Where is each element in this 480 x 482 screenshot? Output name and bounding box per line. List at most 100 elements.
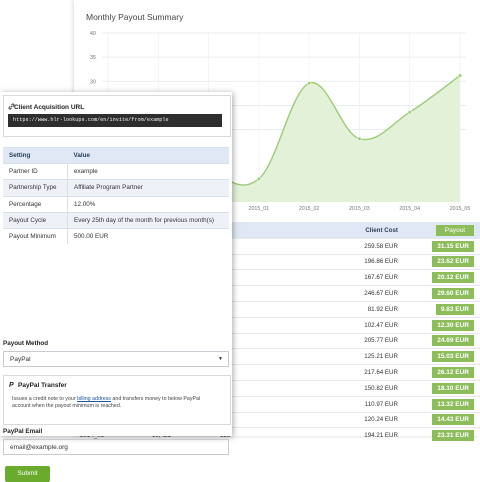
- row-client-cost: 150.82 EUR: [296, 379, 404, 397]
- row-client-cost: 167.67 EUR: [296, 269, 404, 286]
- row-client-cost: 205.77 EUR: [296, 332, 404, 349]
- payout-badge: 26.12 EUR: [432, 367, 474, 379]
- row-payout: 24.69 EUR: [404, 332, 480, 349]
- x-tick-label: 2015_01: [249, 206, 270, 212]
- setting-value: Every 25th day of the month for previous…: [67, 211, 229, 229]
- row-client-cost: 102.47 EUR: [296, 316, 404, 334]
- data-point: [256, 176, 261, 181]
- paypal-icon: P: [9, 382, 14, 389]
- row-payout: 20.12 EUR: [404, 269, 480, 286]
- row-client-cost: 196.86 EUR: [296, 253, 404, 270]
- x-tick-label: 2015_05: [450, 206, 471, 212]
- setting-key: Partner ID: [3, 163, 68, 180]
- row-payout: 12.30 EUR: [404, 316, 480, 334]
- paypal-email-input[interactable]: email@example.org: [3, 439, 229, 455]
- setting-value: example: [67, 163, 229, 180]
- settings-header: Setting Value: [3, 146, 229, 164]
- payout-badge: 23.62 EUR: [432, 256, 474, 268]
- row-ref: [214, 316, 296, 334]
- settings-table: Setting Value Partner ID example Partnersh…: [3, 146, 229, 245]
- paypal-transfer-title: PayPal Transfer: [18, 382, 67, 389]
- data-point: [307, 81, 312, 86]
- submit-button[interactable]: Submit: [5, 466, 50, 482]
- partner-settings-panel: Client Acquisition URL https://www.hlr-l…: [0, 92, 232, 482]
- x-tick-label: 2015_02: [299, 206, 320, 212]
- payout-badge: 14.43 EUR: [432, 414, 474, 426]
- setting-value: 12.00%: [67, 195, 229, 213]
- row-payout: 26.12 EUR: [404, 364, 480, 381]
- row-client-cost: 125.21 EUR: [296, 348, 404, 365]
- row-client-cost: 246.67 EUR: [296, 285, 404, 302]
- payout-badge: 18.10 EUR: [432, 382, 474, 394]
- row-ref: [214, 364, 296, 381]
- dropdown-caret-icon: ▼: [218, 356, 223, 362]
- row-payout: 23.62 EUR: [404, 253, 480, 270]
- settings-header-value: Value: [67, 146, 229, 164]
- payout-method-value: PayPal: [10, 356, 31, 363]
- payout-method-select[interactable]: PayPal ▼: [3, 351, 229, 367]
- col-header-client-cost: Client Cost: [296, 222, 404, 239]
- setting-value: 500.00 EUR: [67, 227, 229, 245]
- billing-address-link[interactable]: billing address: [77, 396, 111, 402]
- settings-row: Partner ID example: [3, 163, 229, 180]
- row-payout: 13.32 EUR: [404, 395, 480, 413]
- row-payout: 29.60 EUR: [404, 285, 480, 302]
- row-ref: [214, 379, 296, 397]
- row-client-cost: 81.92 EUR: [296, 300, 404, 318]
- payout-badge: 9.83 EUR: [435, 303, 474, 315]
- settings-row: Payout Cycle Every 25th day of the month …: [3, 211, 229, 229]
- payout-badge: 15.03 EUR: [432, 351, 474, 363]
- settings-header-key: Setting: [3, 146, 68, 164]
- row-ref: [214, 253, 296, 270]
- setting-key: Partnership Type: [3, 179, 68, 197]
- settings-row: Percentage 12.00%: [3, 195, 229, 213]
- link-icon: [8, 103, 15, 112]
- row-payout: 15.03 EUR: [404, 348, 480, 365]
- payout-method-label: Payout Method: [3, 340, 49, 347]
- row-client-cost: 217.64 EUR: [296, 364, 404, 381]
- row-payout: 31.15 EUR: [404, 237, 480, 255]
- row-payout: 9.83 EUR: [404, 300, 480, 318]
- paypal-email-label: PayPal Email: [3, 428, 43, 435]
- payout-badge: 24.69 EUR: [432, 335, 474, 347]
- setting-key: Payout Minimum: [3, 227, 68, 245]
- row-ref: [214, 269, 296, 286]
- y-tick-label: 30: [90, 79, 96, 85]
- col-header-payout: Payout: [404, 222, 480, 239]
- row-payout: 14.43 EUR: [404, 411, 480, 428]
- paypal-transfer-card: P PayPal Transfer Issues a credit note t…: [3, 375, 231, 425]
- setting-key: Payout Cycle: [3, 211, 68, 229]
- row-ref: [214, 300, 296, 318]
- settings-row: Payout Minimum 500.00 EUR: [3, 227, 229, 245]
- acquisition-url-card: Client Acquisition URL https://www.hlr-l…: [3, 95, 231, 137]
- data-point: [407, 110, 412, 115]
- row-ref: [214, 237, 296, 255]
- row-client-cost: 259.58 EUR: [296, 237, 404, 255]
- row-client-cost: 120.24 EUR: [296, 411, 404, 428]
- x-tick-label: 2015_04: [399, 206, 420, 212]
- row-ref: [214, 332, 296, 349]
- setting-key: Percentage: [3, 195, 68, 213]
- setting-value: Affiliate Program Partner: [67, 179, 229, 197]
- col-header-ref: [214, 222, 296, 239]
- payout-badge: 20.12 EUR: [432, 272, 474, 284]
- data-point: [357, 136, 362, 141]
- acquisition-url-title: Client Acquisition URL: [14, 104, 85, 111]
- row-ref: [214, 285, 296, 302]
- payout-badge: 29.60 EUR: [432, 288, 474, 300]
- y-tick-label: 35: [90, 55, 96, 61]
- payout-badge: 12.30 EUR: [432, 319, 474, 331]
- acquisition-url-field[interactable]: https://www.hlr-lookups.com/en/invite/fr…: [8, 114, 222, 127]
- row-ref: [214, 395, 296, 413]
- row-ref: [214, 348, 296, 365]
- payout-badge: 31.15 EUR: [432, 240, 474, 252]
- chart-title: Monthly Payout Summary: [86, 12, 184, 22]
- y-tick-label: 40: [90, 31, 96, 37]
- x-tick-label: 2015_03: [349, 206, 370, 212]
- paypal-text-after: and transfers money to below PayPal acco…: [12, 396, 201, 410]
- row-payout: 18.10 EUR: [404, 379, 480, 397]
- row-client-cost: 110.97 EUR: [296, 395, 404, 413]
- paypal-text-before: Issues a credit note to your: [12, 396, 78, 402]
- payout-badge: 13.32 EUR: [432, 398, 474, 410]
- settings-row: Partnership Type Affiliate Program Partne…: [3, 179, 229, 197]
